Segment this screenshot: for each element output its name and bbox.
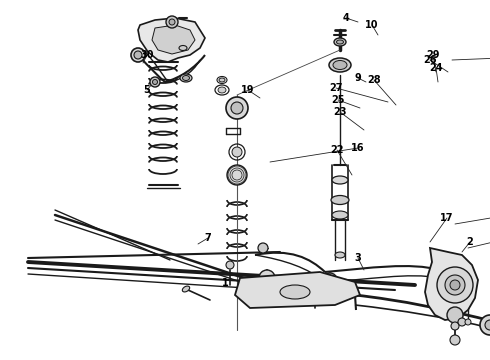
Ellipse shape	[280, 285, 310, 299]
Text: 10: 10	[365, 20, 379, 30]
Text: 19: 19	[241, 85, 255, 95]
Circle shape	[458, 318, 466, 326]
Text: 9: 9	[355, 73, 362, 83]
Circle shape	[480, 315, 490, 335]
Circle shape	[259, 270, 275, 286]
Circle shape	[323, 273, 337, 287]
Text: 3: 3	[355, 253, 362, 263]
Polygon shape	[425, 248, 478, 320]
Ellipse shape	[219, 78, 225, 82]
Circle shape	[134, 51, 142, 59]
Circle shape	[258, 243, 268, 253]
Text: 2: 2	[466, 237, 473, 247]
Circle shape	[150, 77, 160, 87]
Circle shape	[485, 320, 490, 330]
Circle shape	[169, 19, 175, 25]
Circle shape	[227, 165, 247, 185]
Circle shape	[465, 319, 471, 325]
Circle shape	[451, 322, 459, 330]
Text: 24: 24	[429, 63, 443, 73]
Circle shape	[226, 97, 248, 119]
Ellipse shape	[335, 252, 345, 258]
Circle shape	[131, 48, 145, 62]
Ellipse shape	[332, 176, 348, 184]
Circle shape	[152, 80, 157, 85]
Ellipse shape	[218, 87, 226, 93]
Circle shape	[166, 16, 178, 28]
Ellipse shape	[182, 286, 190, 292]
Text: 7: 7	[205, 233, 211, 243]
Polygon shape	[152, 25, 195, 54]
Text: 23: 23	[333, 107, 347, 117]
Ellipse shape	[331, 195, 349, 204]
Text: 25: 25	[331, 95, 345, 105]
Text: 29: 29	[426, 50, 440, 60]
Polygon shape	[235, 272, 360, 308]
Ellipse shape	[180, 74, 192, 82]
Circle shape	[445, 275, 465, 295]
Text: 27: 27	[329, 83, 343, 93]
Ellipse shape	[179, 45, 187, 50]
Ellipse shape	[333, 60, 347, 69]
Text: 22: 22	[330, 145, 344, 155]
Ellipse shape	[337, 40, 343, 44]
Text: 16: 16	[351, 143, 365, 153]
Ellipse shape	[332, 211, 348, 219]
Circle shape	[450, 280, 460, 290]
Text: 26: 26	[423, 55, 437, 65]
Ellipse shape	[334, 38, 346, 46]
Circle shape	[437, 267, 473, 303]
Text: 5: 5	[144, 85, 150, 95]
Text: 30: 30	[140, 50, 154, 60]
Ellipse shape	[182, 76, 190, 81]
Circle shape	[226, 261, 234, 269]
Polygon shape	[138, 18, 205, 62]
Ellipse shape	[329, 58, 351, 72]
Text: 4: 4	[343, 13, 349, 23]
Circle shape	[450, 335, 460, 345]
Text: 28: 28	[367, 75, 381, 85]
Text: 17: 17	[440, 213, 454, 223]
Circle shape	[231, 102, 243, 114]
Circle shape	[232, 147, 242, 157]
Text: 1: 1	[221, 278, 228, 288]
Circle shape	[447, 307, 463, 323]
Circle shape	[309, 289, 321, 301]
